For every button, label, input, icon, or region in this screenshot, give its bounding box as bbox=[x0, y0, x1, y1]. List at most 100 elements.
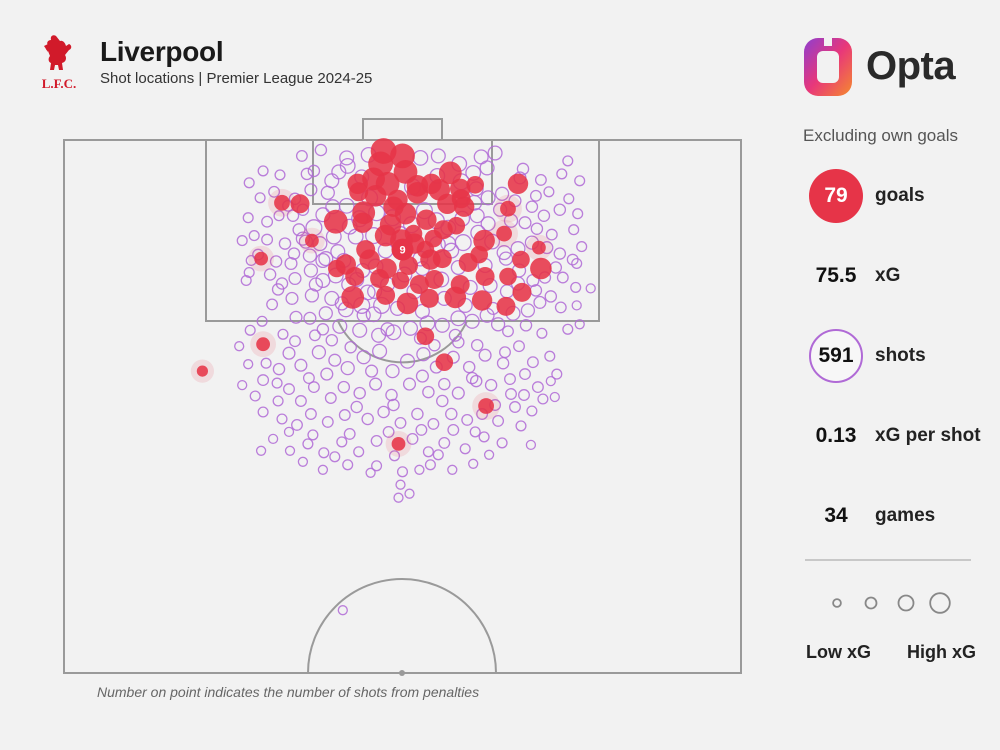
shot-point bbox=[263, 268, 277, 281]
shot-point bbox=[553, 203, 567, 216]
goals-label: goals bbox=[875, 185, 925, 206]
shot-point bbox=[551, 368, 563, 380]
shot-point bbox=[324, 173, 340, 189]
shot-point bbox=[447, 464, 458, 475]
shot-point bbox=[352, 322, 368, 338]
shot-point bbox=[243, 359, 254, 370]
shot-point bbox=[318, 447, 330, 459]
shot-point bbox=[461, 413, 474, 426]
shot-point bbox=[380, 322, 395, 337]
shot-point bbox=[537, 209, 551, 222]
shot-point bbox=[545, 228, 558, 241]
penalty-count-label: 9 bbox=[399, 245, 405, 257]
shot-point bbox=[284, 256, 298, 271]
shot-point bbox=[544, 290, 558, 303]
legend-size-circle bbox=[832, 598, 842, 608]
shot-point bbox=[519, 319, 533, 332]
shot-point bbox=[518, 389, 530, 401]
shot-point bbox=[412, 149, 429, 166]
shot-point bbox=[492, 414, 505, 427]
shot-point bbox=[438, 377, 451, 391]
shot-point bbox=[257, 374, 270, 387]
shot-point bbox=[273, 210, 285, 222]
shot-point bbox=[393, 492, 404, 503]
low-xg-label: Low xG bbox=[806, 642, 872, 662]
goal-point bbox=[370, 269, 390, 288]
shot-point bbox=[271, 377, 283, 389]
shot-point bbox=[254, 192, 266, 204]
shot-point bbox=[372, 343, 388, 359]
shot-point bbox=[356, 350, 371, 365]
shot-point bbox=[469, 426, 481, 438]
shot-point bbox=[406, 432, 419, 445]
goals-stat: 79 goals bbox=[800, 168, 1000, 224]
goal-point bbox=[438, 161, 462, 185]
shot-point bbox=[436, 394, 449, 408]
shot-point bbox=[537, 393, 549, 405]
shot-point bbox=[260, 357, 272, 369]
goal-point bbox=[416, 327, 435, 346]
shot-point bbox=[396, 466, 409, 478]
penalty-point bbox=[391, 238, 414, 261]
shot-point bbox=[520, 303, 536, 318]
shot-point bbox=[470, 338, 484, 352]
shot-point bbox=[502, 325, 514, 338]
shots-value: 591 bbox=[818, 344, 854, 367]
shot-point bbox=[318, 251, 334, 267]
shot-point bbox=[519, 368, 531, 381]
shot-point bbox=[234, 341, 245, 352]
shot-point bbox=[478, 431, 490, 443]
shot-point bbox=[317, 464, 329, 475]
goal-point bbox=[532, 240, 546, 255]
shot-point bbox=[451, 386, 465, 400]
goal-point bbox=[274, 194, 290, 211]
shot-point bbox=[415, 369, 429, 383]
shot-point bbox=[338, 197, 355, 214]
shot-point bbox=[325, 333, 339, 347]
goal-point bbox=[391, 437, 406, 451]
liverpool-crest-logo: L.F.C. bbox=[42, 35, 76, 91]
games-label: games bbox=[875, 505, 936, 526]
shot-point bbox=[242, 212, 254, 224]
shot-point bbox=[534, 173, 547, 186]
centre-circle bbox=[307, 578, 497, 674]
page-title: Liverpool bbox=[100, 36, 224, 67]
shot-point bbox=[328, 353, 342, 367]
shot-point bbox=[304, 183, 318, 197]
shot-point bbox=[402, 320, 419, 336]
shot-point bbox=[529, 284, 543, 297]
goal-point bbox=[290, 194, 310, 214]
shot-point bbox=[282, 346, 296, 360]
shot-point bbox=[509, 401, 521, 413]
centre-spot bbox=[399, 670, 405, 676]
shot-point bbox=[402, 377, 417, 391]
goal-point bbox=[364, 185, 387, 207]
goal-point bbox=[305, 233, 319, 248]
shot-point bbox=[395, 479, 406, 490]
shot-point bbox=[283, 426, 295, 438]
goal-point bbox=[328, 259, 346, 278]
xg-per-shot-label: xG per shot bbox=[875, 425, 981, 446]
shot-point bbox=[350, 400, 363, 414]
shot-point bbox=[399, 353, 416, 369]
shot-point bbox=[499, 346, 511, 359]
shot-point bbox=[562, 155, 574, 167]
shot-point bbox=[526, 405, 538, 417]
shot-point bbox=[274, 169, 286, 181]
shot-point bbox=[356, 308, 371, 323]
shot-point bbox=[244, 324, 256, 336]
shot-point bbox=[344, 340, 357, 354]
shot-point bbox=[248, 230, 260, 242]
shot-point bbox=[365, 364, 379, 378]
shot-point bbox=[371, 327, 387, 343]
shot-point bbox=[499, 284, 515, 299]
shot-point bbox=[549, 391, 560, 403]
penalty-arc bbox=[337, 320, 468, 364]
shot-point bbox=[448, 328, 462, 342]
shot-point bbox=[337, 380, 351, 394]
shot-point bbox=[530, 222, 544, 235]
shot-point bbox=[369, 377, 383, 391]
shot-point bbox=[283, 383, 295, 396]
xg-stat: 75.5 xG bbox=[800, 248, 1000, 304]
penalty-marker: 9 bbox=[391, 238, 414, 261]
